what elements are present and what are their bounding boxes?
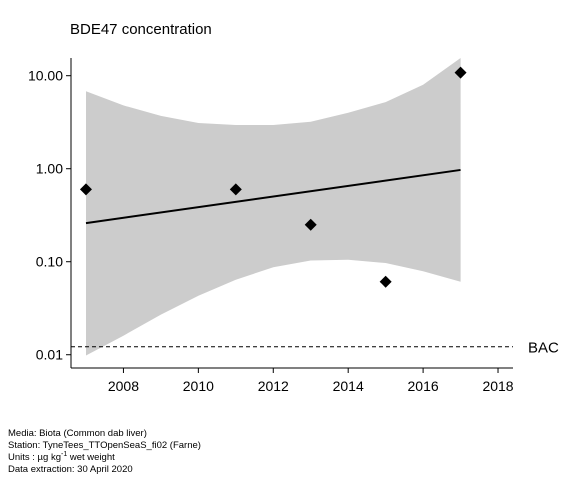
units-suffix: wet weight [67,452,115,463]
x-tick-label: 2018 [482,378,513,394]
x-tick-label: 2010 [183,378,214,394]
footnote-extraction: Data extraction: 30 April 2020 [8,464,133,475]
y-tick-label: 0.01 [36,347,63,363]
y-tick-label: 1.00 [36,161,63,177]
data-point [454,66,467,79]
footnote-media: Media: Biota (Common dab liver) [8,428,147,439]
units-exponent: -1 [61,450,68,458]
x-tick-label: 2008 [108,378,139,394]
chart: BDE47 concentration BAC 0.01 0.10 1.00 10.00… [28,21,559,394]
confidence-band [86,58,461,356]
y-tick-label: 10.00 [28,68,63,84]
data-point [304,218,317,231]
x-tick-label: 2012 [258,378,289,394]
data-point [229,183,242,196]
y-tick-label: 0.10 [36,254,63,270]
bac-label: BAC [528,340,559,357]
data-point [379,275,392,288]
trend-line [85,168,461,225]
footnote-station: Station: TyneTees_TTOpenSeaS_fi02 (Farne… [8,440,201,451]
footnote-units: Units : µg kg-1 wet weight [8,450,115,463]
plot-area: BAC 0.01 0.10 1.00 10.00 2008 2010 2012 2014 2016… [28,58,559,394]
units-prefix: Units : µg kg [8,452,61,463]
data-point [79,183,92,196]
x-tick-label: 2016 [408,378,439,394]
x-tick-label: 2014 [333,378,364,394]
chart-title: BDE47 concentration [70,21,212,38]
